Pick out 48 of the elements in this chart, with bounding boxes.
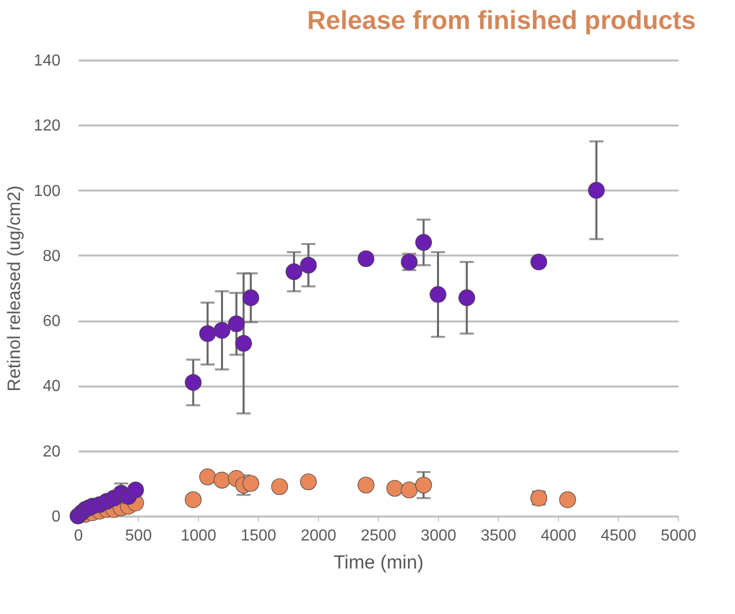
x-tick-label: 1000 <box>180 528 216 544</box>
x-tick-label: 500 <box>125 528 152 544</box>
y-tick-label: 120 <box>34 118 61 135</box>
point <box>184 374 202 391</box>
x-tick-label: 2500 <box>360 528 396 544</box>
point <box>358 250 374 268</box>
point <box>271 478 288 496</box>
point <box>235 335 252 352</box>
point <box>127 482 144 498</box>
y-tick-label: 140 <box>34 52 61 70</box>
point <box>559 491 576 508</box>
y-tick-label: 100 <box>34 182 61 200</box>
point <box>242 475 260 492</box>
point <box>242 289 260 306</box>
point <box>358 476 374 494</box>
x-tick-label: 4500 <box>600 528 636 544</box>
chart-title: Release from finished products <box>307 5 696 35</box>
point <box>386 480 404 497</box>
point <box>300 256 317 274</box>
point <box>430 286 446 303</box>
y-tick-label: 0 <box>52 508 61 526</box>
point <box>214 322 230 339</box>
y-axis-title: Retinol released (ug/cm2) <box>4 185 24 392</box>
x-tick-label: 5000 <box>660 528 696 544</box>
point <box>300 473 317 490</box>
point <box>228 315 245 332</box>
point <box>415 476 432 494</box>
y-tick-label: 40 <box>42 378 61 396</box>
point <box>530 254 548 270</box>
point <box>286 263 302 280</box>
x-tick-label: 2000 <box>300 528 336 544</box>
point <box>199 468 216 486</box>
point <box>214 472 230 489</box>
x-axis-title: Time (min) <box>333 552 424 574</box>
x-tick-label: 3500 <box>480 528 516 544</box>
point <box>199 325 216 342</box>
point <box>588 182 605 199</box>
x-tick-label: 4000 <box>540 528 576 544</box>
x-tick-label: 0 <box>74 528 84 544</box>
x-tick-label: 1500 <box>240 528 276 544</box>
y-tick-label: 20 <box>42 443 61 460</box>
point <box>415 234 432 251</box>
point <box>184 491 202 508</box>
y-tick-label: 60 <box>42 313 61 330</box>
x-tick-label: 3000 <box>420 528 456 544</box>
point <box>400 482 418 498</box>
point <box>458 289 476 306</box>
y-tick-label: 80 <box>42 248 61 265</box>
